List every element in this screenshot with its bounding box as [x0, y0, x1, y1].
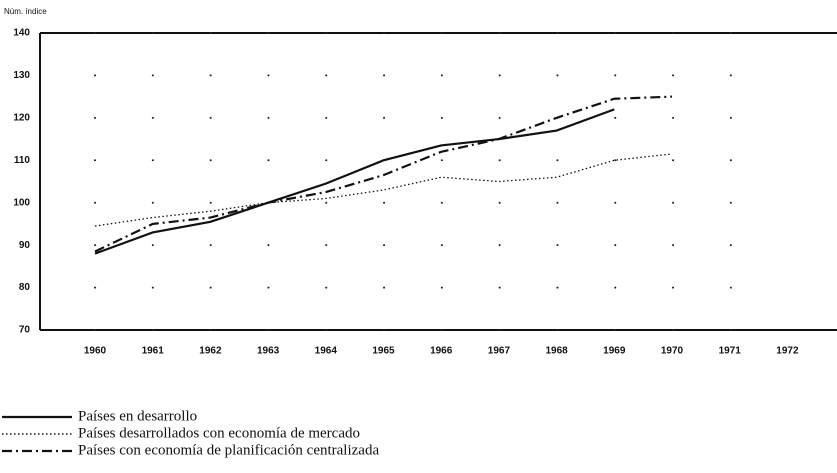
x-tick-label: 1972: [776, 346, 799, 357]
y-tick-label: 120: [13, 112, 30, 123]
x-tick-label: 1965: [372, 346, 395, 357]
y-tick-label: 70: [19, 325, 31, 336]
series-line: [94, 108, 615, 255]
x-tick-label: 1968: [545, 346, 568, 357]
x-tick-label: 1967: [488, 346, 511, 357]
legend-label: Países desarrollados con economía de mer…: [78, 425, 360, 441]
y-tick-label: 140: [13, 28, 30, 39]
y-tick-label: 100: [13, 197, 30, 208]
y-tick-label: 110: [14, 155, 31, 166]
x-tick-label: 1966: [430, 346, 453, 357]
x-tick-label: 1970: [661, 346, 684, 357]
y-tick-label: 90: [19, 240, 31, 251]
series-line: [94, 153, 673, 227]
y-tick-label: 130: [13, 70, 30, 81]
x-tick-label: 1969: [603, 346, 626, 357]
x-tick-label: 1971: [719, 346, 742, 357]
y-tick-label: 80: [19, 282, 31, 293]
legend-label: Países en desarrollo: [78, 408, 197, 424]
series-line: [94, 95, 673, 253]
x-tick-label: 1963: [257, 346, 280, 357]
x-tick-label: 1960: [84, 346, 107, 357]
legend-label: Países con economía de planificación cen…: [78, 442, 379, 458]
x-tick-label: 1962: [199, 346, 222, 357]
y-axis-label: Núm. índice: [4, 7, 47, 16]
x-tick-label: 1964: [315, 346, 338, 357]
x-tick-label: 1961: [142, 346, 165, 357]
